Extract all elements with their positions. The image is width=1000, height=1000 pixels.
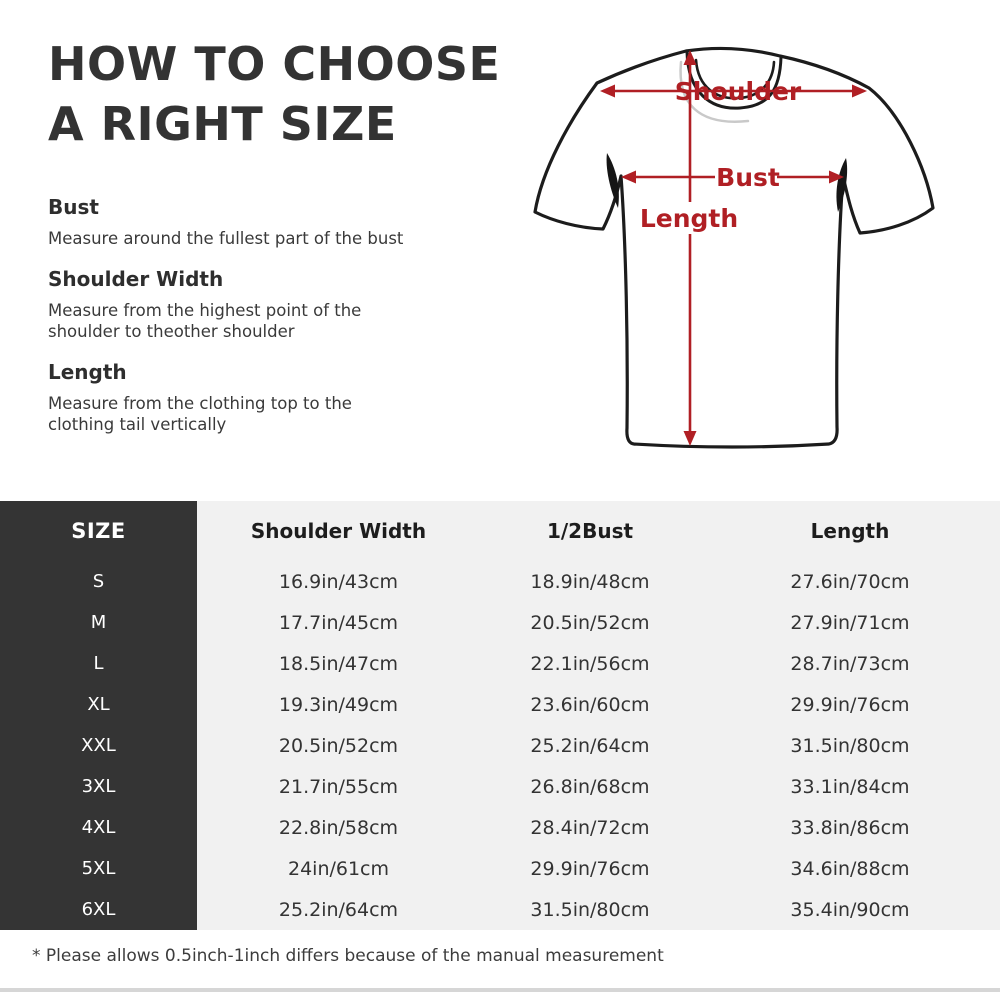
shoulder-arrow: [600, 84, 867, 98]
size-chart-table: SIZE Shoulder Width 1/2Bust Length S 16.…: [0, 501, 1000, 930]
shoulder-width-cell: 24in/61cm: [197, 848, 480, 889]
table-row: 6XL 25.2in/64cm 31.5in/80cm 35.4in/90cm: [0, 889, 1000, 930]
table-header-row: SIZE Shoulder Width 1/2Bust Length: [0, 501, 1000, 561]
table-row: L 18.5in/47cm 22.1in/56cm 28.7in/73cm: [0, 643, 1000, 684]
right-armpit-shade: [836, 158, 848, 212]
table-row: S 16.9in/43cm 18.9in/48cm 27.6in/70cm: [0, 561, 1000, 602]
instruction-length: Length Measure from the clothing top to …: [48, 360, 413, 435]
shoulder-width-cell: 16.9in/43cm: [197, 561, 480, 602]
half-bust-cell: 25.2in/64cm: [480, 725, 700, 766]
shoulder-width-cell: 22.8in/58cm: [197, 807, 480, 848]
instruction-length-heading: Length: [48, 360, 127, 384]
instruction-bust: Bust Measure around the fullest part of …: [48, 195, 413, 249]
half-bust-cell: 29.9in/76cm: [480, 848, 700, 889]
tshirt-outline: [533, 46, 935, 449]
table-row: 5XL 24in/61cm 29.9in/76cm 34.6in/88cm: [0, 848, 1000, 889]
size-cell: 3XL: [0, 766, 197, 807]
shoulder-width-cell: 20.5in/52cm: [197, 725, 480, 766]
table-row: 4XL 22.8in/58cm 28.4in/72cm 33.8in/86cm: [0, 807, 1000, 848]
shoulder-width-cell: 25.2in/64cm: [197, 889, 480, 930]
half-bust-cell: 22.1in/56cm: [480, 643, 700, 684]
instruction-length-text: Measure from the clothing top to the clo…: [48, 394, 352, 434]
bust-arrow: [621, 170, 844, 184]
instruction-shoulder-text: Measure from the highest point of the sh…: [48, 301, 362, 341]
size-cell: 4XL: [0, 807, 197, 848]
half-bust-cell: 31.5in/80cm: [480, 889, 700, 930]
table-row: XXL 20.5in/52cm 25.2in/64cm 31.5in/80cm: [0, 725, 1000, 766]
collar-outer-line: [685, 50, 783, 110]
column-header-size: SIZE: [0, 501, 197, 561]
half-bust-cell: 20.5in/52cm: [480, 602, 700, 643]
instruction-bust-heading: Bust: [48, 195, 99, 219]
length-cell: 27.9in/71cm: [700, 602, 1000, 643]
half-bust-cell: 18.9in/48cm: [480, 561, 700, 602]
instruction-shoulder-heading: Shoulder Width: [48, 267, 224, 291]
length-arrow: [683, 50, 697, 446]
length-cell: 33.1in/84cm: [700, 766, 1000, 807]
length-cell: 35.4in/90cm: [700, 889, 1000, 930]
table-row: 3XL 21.7in/55cm 26.8in/68cm 33.1in/84cm: [0, 766, 1000, 807]
half-bust-cell: 23.6in/60cm: [480, 684, 700, 725]
shoulder-width-cell: 18.5in/47cm: [197, 643, 480, 684]
collar-shadow: [679, 60, 750, 123]
measurement-disclaimer: * Please allows 0.5inch-1inch differs be…: [32, 946, 664, 966]
column-header-length: Length: [700, 501, 1000, 561]
table-row: M 17.7in/45cm 20.5in/52cm 27.9in/71cm: [0, 602, 1000, 643]
size-cell: M: [0, 602, 197, 643]
length-arrow-label: Length: [640, 204, 738, 233]
length-cell: 29.9in/76cm: [700, 684, 1000, 725]
instruction-shoulder-width: Shoulder Width Measure from the highest …: [48, 267, 413, 342]
size-cell: XL: [0, 684, 197, 725]
length-cell: 27.6in/70cm: [700, 561, 1000, 602]
bottom-divider: [0, 988, 1000, 992]
page-title: HOW TO CHOOSE A RIGHT SIZE: [48, 34, 500, 154]
shoulder-arrow-label: Shoulder: [675, 77, 802, 106]
length-cell: 28.7in/73cm: [700, 643, 1000, 684]
shoulder-width-cell: 21.7in/55cm: [197, 766, 480, 807]
length-cell: 34.6in/88cm: [700, 848, 1000, 889]
size-cell: 6XL: [0, 889, 197, 930]
shoulder-width-cell: 19.3in/49cm: [197, 684, 480, 725]
column-header-shoulder-width: Shoulder Width: [197, 501, 480, 561]
bust-arrow-label: Bust: [716, 163, 780, 192]
table-row: XL 19.3in/49cm 23.6in/60cm 29.9in/76cm: [0, 684, 1000, 725]
measurement-instructions: Bust Measure around the fullest part of …: [48, 195, 413, 435]
tshirt-diagram: Shoulder Bust Length: [533, 46, 935, 449]
page-title-line1: HOW TO CHOOSE: [48, 37, 501, 91]
collar-inner-line: [694, 58, 776, 100]
size-cell: XXL: [0, 725, 197, 766]
instruction-bust-text: Measure around the fullest part of the b…: [48, 229, 404, 248]
shoulder-width-cell: 17.7in/45cm: [197, 602, 480, 643]
size-cell: 5XL: [0, 848, 197, 889]
size-cell: L: [0, 643, 197, 684]
half-bust-cell: 28.4in/72cm: [480, 807, 700, 848]
left-armpit-shade: [606, 153, 619, 208]
length-cell: 31.5in/80cm: [700, 725, 1000, 766]
length-cell: 33.8in/86cm: [700, 807, 1000, 848]
size-cell: S: [0, 561, 197, 602]
half-bust-cell: 26.8in/68cm: [480, 766, 700, 807]
page-title-line2: A RIGHT SIZE: [48, 97, 397, 151]
column-header-half-bust: 1/2Bust: [480, 501, 700, 561]
